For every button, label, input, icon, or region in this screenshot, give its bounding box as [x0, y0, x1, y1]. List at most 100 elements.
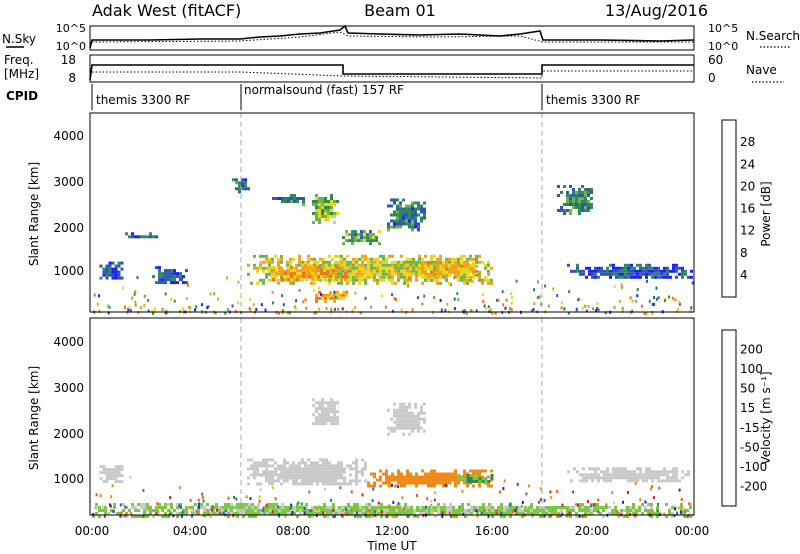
velocity-cell — [359, 509, 362, 512]
power-cell — [469, 254, 472, 258]
power-cell — [318, 218, 321, 221]
power-cell — [299, 197, 302, 200]
velocity-cell — [411, 417, 414, 421]
velocity-cell — [122, 515, 125, 518]
velocity-cell — [324, 407, 327, 411]
velocity-noise — [511, 510, 514, 513]
velocity-noise — [227, 496, 230, 500]
velocity-cell — [209, 506, 212, 509]
power-noise — [318, 307, 321, 311]
velocity-cell — [355, 458, 358, 462]
velocity-cell — [122, 509, 125, 512]
velocity-cell — [639, 467, 642, 471]
velocity-cell — [116, 512, 119, 515]
power-noise — [173, 299, 176, 303]
velocity-cell — [322, 461, 325, 465]
power-noise — [463, 309, 466, 313]
velocity-cell — [305, 503, 308, 506]
velocity-noise — [629, 512, 632, 516]
velocity-cell — [349, 467, 352, 471]
velocity-cell — [584, 512, 587, 515]
velocity-cell — [411, 423, 414, 427]
power-cell — [402, 219, 405, 223]
velocity-cell — [330, 419, 333, 423]
velocity-cell — [675, 476, 678, 480]
velocity-cell — [321, 401, 324, 405]
velocity-cell — [521, 515, 524, 518]
velocity-noise — [108, 503, 111, 507]
velocity-cell — [333, 419, 336, 423]
power-noise — [689, 309, 692, 313]
power-cell — [406, 275, 409, 279]
velocity-cell — [423, 402, 426, 406]
velocity-noise — [303, 507, 306, 510]
velocity-cell — [420, 426, 423, 430]
power-cell — [624, 269, 627, 273]
power-cell — [370, 275, 373, 279]
velocity-cell — [265, 473, 268, 477]
power-cell — [373, 260, 376, 264]
velocity-panel: 1000 2000 3000 4000 Slant Range [km] — [27, 317, 695, 518]
power-cell — [572, 200, 575, 203]
power-noise — [351, 309, 354, 313]
power-noise — [497, 298, 500, 302]
power-cell — [457, 273, 460, 277]
velocity-cell — [355, 479, 358, 483]
velocity-cell — [315, 410, 318, 414]
power-cell — [460, 275, 463, 279]
power-cell — [370, 266, 373, 270]
power-cell — [320, 269, 323, 273]
power-cell — [364, 263, 367, 267]
velocity-cell — [420, 405, 423, 409]
velocity-noise — [202, 499, 205, 503]
power-cell — [590, 206, 593, 209]
power-cell — [235, 187, 238, 191]
freq-panel: Freq. [MHz] 18 8 60 0 Nave — [4, 53, 784, 85]
velocity-noise — [483, 509, 486, 513]
velocity-cell — [248, 509, 251, 512]
power-cell — [241, 181, 244, 185]
velocity-noise — [588, 512, 591, 516]
power-cell — [102, 273, 106, 277]
velocity-cell — [321, 404, 324, 408]
power-noise — [214, 311, 217, 315]
power-noise — [134, 300, 137, 304]
velocity-cell — [117, 480, 121, 484]
velocity-cell — [158, 506, 161, 509]
velocity-cell — [314, 509, 317, 512]
power-cell — [414, 225, 417, 229]
velocity-cell — [623, 515, 626, 518]
velocity-cell — [409, 478, 412, 482]
power-cell — [328, 260, 331, 264]
velocity-cell — [268, 479, 271, 483]
power-cell — [393, 225, 396, 229]
velocity-cell — [364, 464, 367, 468]
velocity-cell — [530, 503, 533, 506]
power-cell — [394, 272, 397, 276]
power-cell — [590, 188, 593, 191]
power-cell — [391, 254, 394, 258]
velocity-cell — [500, 503, 503, 506]
velocity-cell — [343, 476, 346, 480]
velocity-cell — [626, 509, 629, 512]
velocity-cell — [340, 473, 343, 477]
power-cell — [327, 293, 330, 297]
power-cell — [415, 275, 418, 279]
velocity-cell — [324, 422, 327, 426]
power-cell — [590, 203, 593, 206]
velocity-cell — [566, 506, 569, 509]
velocity-cell — [395, 512, 398, 515]
power-cell — [179, 278, 182, 282]
power-cell — [442, 260, 445, 264]
power-cell — [322, 257, 325, 261]
velocity-cell — [111, 468, 115, 472]
power-cell — [615, 269, 618, 273]
power-cell — [396, 207, 399, 211]
power-cell — [355, 263, 358, 267]
velocity-colorbar-tick: -100 — [740, 460, 767, 474]
velocity-cell — [439, 472, 442, 476]
velocity-cell — [274, 461, 277, 465]
velocity-noise — [385, 514, 388, 518]
velocity-cell — [687, 473, 690, 477]
velocity-cell — [476, 506, 479, 509]
